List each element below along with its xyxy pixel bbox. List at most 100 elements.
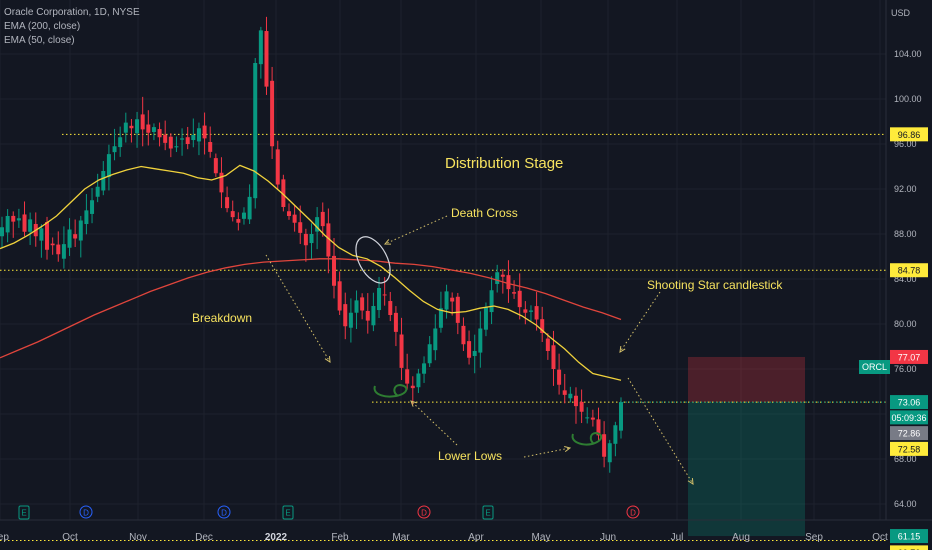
candle xyxy=(579,401,584,412)
low-marker-1 xyxy=(373,383,408,398)
lower-low-arrow-1-head xyxy=(410,400,417,407)
candle xyxy=(416,373,421,388)
price-tag-label: 73.06 xyxy=(898,398,921,408)
svg-text:D: D xyxy=(630,509,636,518)
lower-lows-label: Lower Lows xyxy=(438,449,502,463)
candle xyxy=(377,288,382,311)
candle xyxy=(534,306,539,320)
candle xyxy=(213,158,218,174)
dividend-event-icon: D xyxy=(626,505,640,519)
candle xyxy=(540,319,545,333)
candle xyxy=(461,325,466,345)
candle xyxy=(585,417,590,419)
candle xyxy=(50,243,55,246)
candle xyxy=(180,138,185,140)
candle xyxy=(573,395,578,407)
chart-legend: Oracle Corporation, 1D, NYSE EMA (200, c… xyxy=(4,6,140,48)
breakdown-label: Breakdown xyxy=(192,311,252,325)
breakdown-arrow-head xyxy=(324,355,331,363)
ema50-legend[interactable]: EMA (50, close) xyxy=(4,35,75,46)
earnings-event-icon: E xyxy=(482,505,494,520)
svg-text:D: D xyxy=(83,509,89,518)
candle xyxy=(123,122,128,133)
price-tag xyxy=(890,545,928,550)
candle xyxy=(619,402,623,431)
price-tag-label: 61.15 xyxy=(898,532,921,542)
x-tick-label: Jul xyxy=(671,532,684,543)
candle xyxy=(112,146,117,153)
candle xyxy=(281,179,286,207)
candle xyxy=(326,223,331,257)
price-tag-label: 84.78 xyxy=(898,266,921,276)
candle xyxy=(562,390,567,395)
candle xyxy=(264,31,269,87)
candle xyxy=(11,215,16,222)
target-arrow xyxy=(627,377,694,485)
symbol-title[interactable]: Oracle Corporation, 1D, NYSE xyxy=(4,7,140,18)
candle xyxy=(241,212,246,219)
candle xyxy=(523,309,528,313)
earnings-event-icon: E xyxy=(282,505,294,520)
y-tick-label: 84.00 xyxy=(894,274,917,284)
candle xyxy=(28,219,33,232)
candle xyxy=(22,214,27,232)
take-profit-zone xyxy=(688,402,805,537)
candle xyxy=(298,222,303,233)
candle xyxy=(270,80,275,147)
target-arrow-head xyxy=(687,477,694,485)
ema200-line xyxy=(0,258,622,359)
candle xyxy=(225,197,230,209)
svg-text:D: D xyxy=(221,509,227,518)
candle xyxy=(568,393,573,399)
candle xyxy=(67,229,72,248)
y-tick-label: 64.00 xyxy=(894,499,917,509)
shooting-star-label: Shooting Star candlestick xyxy=(647,278,783,292)
candle xyxy=(478,328,483,353)
candle xyxy=(382,294,387,296)
candle xyxy=(106,154,111,178)
candle xyxy=(422,363,427,374)
price-tag xyxy=(890,395,928,410)
ema200-legend[interactable]: EMA (200, close) xyxy=(4,21,81,32)
candle xyxy=(613,425,618,444)
x-tick-label: Apr xyxy=(468,532,484,543)
candle xyxy=(371,306,376,326)
y-tick-label: 68.00 xyxy=(894,454,917,464)
candle xyxy=(236,219,241,223)
candle xyxy=(95,186,100,197)
candle xyxy=(360,297,365,311)
candle xyxy=(275,149,280,185)
candle xyxy=(56,244,61,255)
breakdown-arrow xyxy=(265,254,331,363)
candle xyxy=(202,125,207,139)
candle xyxy=(73,234,78,239)
candle xyxy=(101,171,106,191)
candle xyxy=(545,338,550,351)
candle xyxy=(118,137,123,148)
candle xyxy=(388,301,393,315)
candle xyxy=(517,290,522,308)
candle xyxy=(219,172,224,193)
death-cross-marker xyxy=(355,236,391,284)
currency-label: USD xyxy=(891,8,911,18)
candle xyxy=(427,344,432,364)
candle xyxy=(78,220,83,241)
candle xyxy=(253,63,258,199)
candle xyxy=(602,434,607,457)
candle xyxy=(185,137,190,144)
candle xyxy=(512,292,517,294)
candle xyxy=(168,136,173,149)
candle xyxy=(16,218,21,221)
candle xyxy=(354,300,359,313)
x-tick-label: Nov xyxy=(129,532,147,543)
candle xyxy=(433,328,438,351)
candle xyxy=(135,119,140,134)
y-tick-label: 80.00 xyxy=(894,319,917,329)
candle xyxy=(607,443,612,463)
ema50-line xyxy=(0,164,622,381)
candle xyxy=(410,385,415,389)
death-cross-arrow-head xyxy=(383,239,392,245)
candle xyxy=(191,135,196,141)
candle xyxy=(483,307,488,330)
